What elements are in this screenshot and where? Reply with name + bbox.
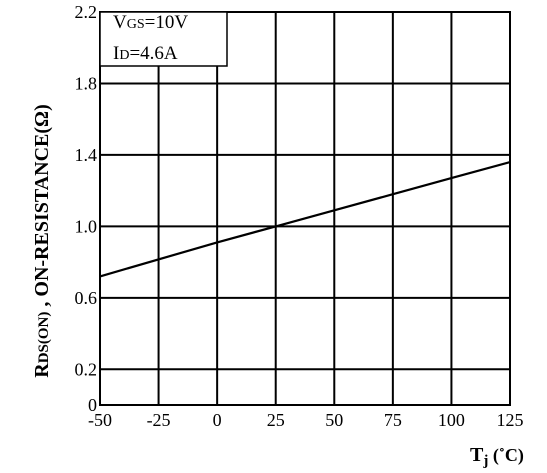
y-axis-label: RDS(ON) , ON-RESISTANCE(Ω) [31,104,53,377]
annotation-id: ID=4.6A [113,43,178,64]
series-line [99,161,511,278]
x-tick-label: 125 [497,410,524,430]
y-tick-label: 0.2 [75,359,98,379]
x-tick-label: 75 [384,410,402,430]
y-tick-label: 1.4 [75,145,98,165]
y-tick-label: 1.8 [75,73,98,93]
x-tick-label: 50 [325,410,343,430]
y-tick-label: 2.2 [75,2,98,22]
annotation-vgs: VGS=10V [113,12,188,33]
x-tick-label: 0 [213,410,222,430]
annotation-box [99,11,228,67]
series-layer [99,161,511,278]
grid [100,12,510,405]
x-tick-labels: -50 -25 0 25 50 75 100 125 [88,410,524,430]
plot-frame [99,11,511,406]
x-tick-label: -50 [88,410,112,430]
x-tick-label: -25 [147,410,171,430]
y-tick-label: 0.6 [75,288,98,308]
x-tick-label: 100 [438,410,465,430]
x-tick-label: 25 [267,410,285,430]
y-tick-label: 1.0 [75,216,98,236]
x-axis-label: Tj (˚C) [470,444,524,469]
y-tick-label: 0 [88,395,97,415]
y-tick-labels: 0 0.2 0.6 1.0 1.4 1.8 2.2 [75,2,98,415]
